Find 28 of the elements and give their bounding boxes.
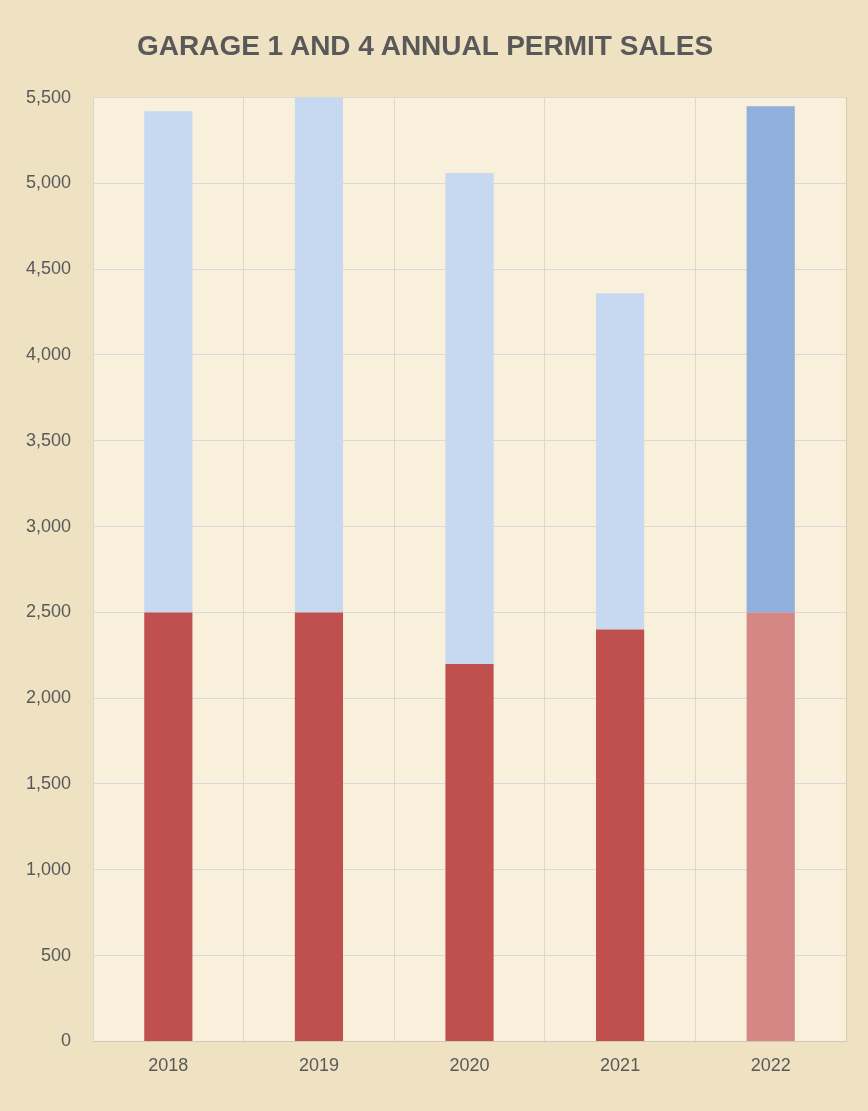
bar	[746, 106, 795, 613]
bar	[445, 663, 494, 1041]
y-tick-label: 4,500	[26, 258, 72, 279]
bar	[596, 293, 645, 630]
y-tick-label: 3,500	[26, 429, 72, 450]
x-tick-label: 2021	[600, 1055, 641, 1076]
y-tick-label: 4,000	[26, 343, 72, 364]
bar	[596, 629, 645, 1041]
bar	[445, 173, 494, 664]
x-tick-label: 2022	[750, 1055, 791, 1076]
chart-title: GARAGE 1 AND 4 ANNUAL PERMIT SALES	[136, 29, 714, 61]
x-tick-label: 2019	[298, 1055, 339, 1076]
y-tick-label: 500	[41, 944, 72, 965]
y-tick-label: 1,000	[26, 858, 72, 879]
bar	[746, 612, 795, 1041]
bar	[294, 97, 344, 613]
y-tick-label: 0	[61, 1030, 72, 1051]
y-tick-label: 2,000	[26, 687, 72, 708]
y-tick-label: 1,500	[26, 772, 72, 793]
bar	[144, 111, 193, 613]
y-tick-label: 3,000	[26, 515, 72, 536]
bar	[294, 612, 344, 1041]
y-tick-label: 5,500	[26, 86, 72, 107]
y-tick-label: 2,500	[26, 601, 72, 622]
x-tick-label: 2020	[449, 1055, 490, 1076]
bar	[144, 612, 193, 1041]
x-tick-label: 2018	[148, 1055, 189, 1076]
y-tick-label: 5,000	[26, 172, 72, 193]
